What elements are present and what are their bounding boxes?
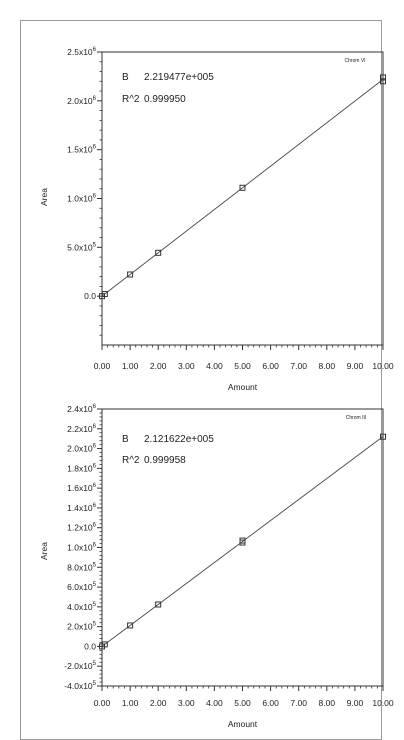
- slope-label: B: [122, 72, 129, 83]
- x-tick-label: 7.00: [290, 361, 307, 371]
- y-tick-label: -2.0x105: [64, 661, 96, 671]
- chart-title: Chrom III: [346, 415, 367, 421]
- data-point: [127, 622, 134, 629]
- y-tick-label: 2.2x106: [67, 424, 97, 434]
- x-tick-label: 3.00: [178, 361, 195, 371]
- r-squared-label: R^2: [122, 94, 140, 105]
- slope-label: B: [122, 434, 129, 445]
- x-tick-label: 10.00: [372, 361, 394, 371]
- y-tick-label: 1.5x106: [67, 145, 97, 155]
- plot-frame: [101, 408, 384, 687]
- y-tick-label: 1.0x106: [67, 194, 97, 204]
- x-tick-label: 7.00: [290, 698, 307, 708]
- x-tick-label: 5.00: [234, 361, 251, 371]
- regression-line: [101, 79, 384, 297]
- data-point: [239, 537, 246, 544]
- chart-title: Chrom VI: [344, 58, 365, 64]
- y-tick-label: 6.0x105: [67, 582, 97, 592]
- x-tick-label: 6.00: [262, 698, 279, 708]
- data-point: [101, 291, 108, 298]
- data-point: [155, 249, 162, 256]
- x-axis-title: Amount: [228, 382, 258, 392]
- data-point: [127, 271, 134, 278]
- x-tick-label: 8.00: [319, 361, 336, 371]
- x-tick-label: 2.00: [150, 361, 167, 371]
- r-squared-value: 0.999950: [144, 94, 186, 105]
- y-tick-label: 2.0x105: [67, 622, 97, 632]
- figure-frame: [20, 20, 382, 740]
- x-tick-label: 1.00: [122, 361, 139, 371]
- data-point: [380, 78, 386, 85]
- x-tick-label: 4.00: [206, 698, 223, 708]
- y-tick-label: 8.0x105: [67, 562, 97, 572]
- x-axis-title: Amount: [228, 719, 258, 729]
- regression-line: [101, 436, 384, 647]
- y-tick-label: 1.6x106: [67, 483, 97, 493]
- slope-value: 2.219477e+005: [144, 72, 214, 83]
- y-tick-label: 0.0: [84, 291, 96, 301]
- y-tick-label: 5.0x105: [67, 242, 97, 252]
- x-tick-label: 9.00: [347, 361, 364, 371]
- x-tick-label: 3.00: [178, 698, 195, 708]
- data-point: [101, 641, 108, 648]
- x-tick-label: 9.00: [347, 698, 364, 708]
- y-tick-label: 2.4x106: [67, 404, 97, 414]
- data-point: [155, 601, 162, 608]
- y-tick-label: 2.5x106: [67, 47, 97, 57]
- y-axis-title: Area: [39, 542, 49, 560]
- y-axis-title: Area: [39, 188, 49, 206]
- x-tick-label: 6.00: [262, 361, 279, 371]
- x-tick-label: 5.00: [234, 698, 251, 708]
- y-tick-label: 2.0x106: [67, 96, 97, 106]
- data-point: [239, 184, 246, 191]
- x-tick-label: 0.00: [94, 361, 111, 371]
- y-tick-label: 2.0x106: [67, 444, 97, 454]
- y-tick-label: 0.0: [84, 641, 96, 651]
- x-tick-label: 10.00: [372, 698, 394, 708]
- r-squared-value: 0.999958: [144, 455, 186, 466]
- slope-value: 2.121622e+005: [144, 434, 214, 445]
- x-tick-label: 1.00: [122, 698, 139, 708]
- x-tick-label: 8.00: [319, 698, 336, 708]
- y-tick-label: 1.8x106: [67, 463, 97, 473]
- x-tick-label: 4.00: [206, 361, 223, 371]
- data-point: [380, 433, 386, 440]
- y-tick-label: 4.0x105: [67, 602, 97, 612]
- x-tick-label: 2.00: [150, 698, 167, 708]
- y-tick-label: 1.2x106: [67, 523, 97, 533]
- r-squared-label: R^2: [122, 455, 140, 466]
- y-tick-label: 1.0x106: [67, 543, 97, 553]
- x-tick-label: 0.00: [94, 698, 111, 708]
- y-tick-label: 1.4x106: [67, 503, 97, 513]
- y-tick-label: -4.0x105: [64, 681, 96, 691]
- data-point: [380, 74, 386, 81]
